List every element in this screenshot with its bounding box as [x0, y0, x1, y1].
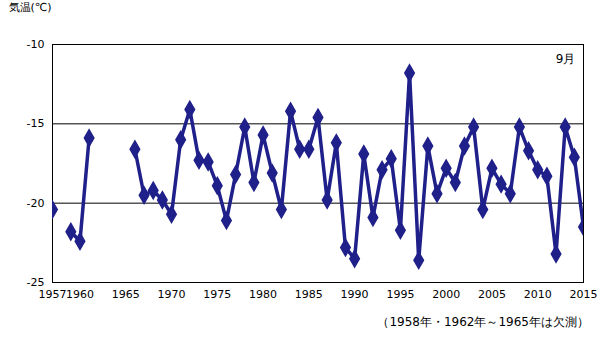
svg-text:気温(℃): 気温(℃): [9, 1, 52, 14]
svg-text:1995: 1995: [386, 288, 414, 301]
svg-text:2000: 2000: [432, 288, 460, 301]
svg-text:1965: 1965: [112, 288, 140, 301]
svg-text:1975: 1975: [203, 288, 231, 301]
svg-text:1990: 1990: [341, 288, 369, 301]
svg-text:2010: 2010: [524, 288, 552, 301]
html-text:（1958年・1962年～1965年は欠測）: （1958年・1962年～1965年は欠測）: [377, 315, 589, 329]
svg-text:1985: 1985: [295, 288, 323, 301]
svg-text:2005: 2005: [478, 288, 506, 301]
svg-text:-15: -15: [27, 117, 45, 130]
svg-text:1970: 1970: [158, 288, 186, 301]
svg-text:-20: -20: [27, 197, 45, 210]
svg-text:-25: -25: [27, 276, 45, 289]
svg-text:1960: 1960: [66, 288, 94, 301]
svg-text:2015: 2015: [570, 288, 598, 301]
svg-text:-10: -10: [27, 38, 45, 51]
svg-text:9月: 9月: [556, 52, 576, 66]
svg-text:1957: 1957: [39, 288, 67, 301]
svg-text:1980: 1980: [249, 288, 277, 301]
